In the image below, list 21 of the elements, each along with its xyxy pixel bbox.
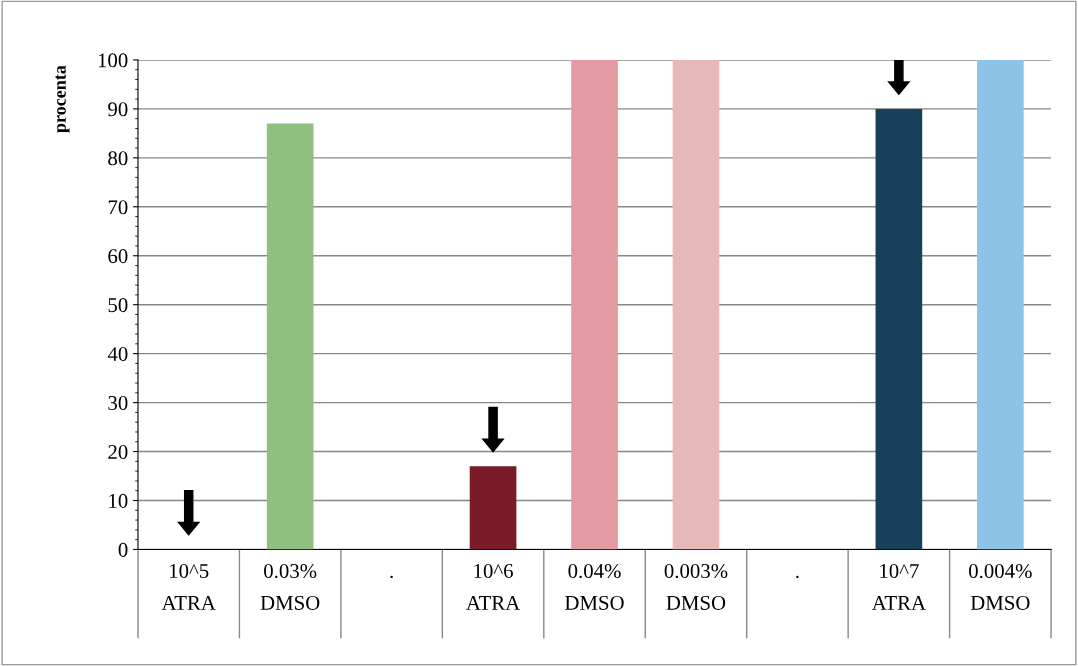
x-tick-label: .	[796, 575, 799, 579]
y-tick-label: 100	[98, 53, 128, 68]
y-tick-label: 10	[109, 493, 128, 508]
x-tick-label: 10^7 ATRA	[871, 563, 926, 610]
y-axis-title: procenta	[55, 65, 70, 133]
y-tick-label: 30	[108, 395, 128, 411]
x-tick-label: 10^6 ATRA	[466, 563, 521, 610]
y-tick-label: 40	[107, 347, 128, 362]
x-tick-label: .	[390, 575, 393, 579]
y-tick-label: 60	[108, 249, 128, 264]
y-tick-label: 80	[108, 151, 128, 166]
x-tick-label: 0.04% DMSO	[565, 563, 624, 610]
x-tick-label: 0.003% DMSO	[664, 563, 728, 610]
y-tick-label: 20	[108, 444, 128, 459]
y-tick-label: 0	[118, 542, 128, 557]
x-tick-label: 0.004% DMSO	[969, 563, 1032, 610]
y-tick-label: 90	[108, 102, 128, 117]
y-tick-label: 70	[108, 200, 128, 215]
x-tick-label: 0.03% DMSO	[260, 563, 320, 610]
y-tick-label: 50	[108, 298, 128, 313]
x-tick-label: 10^5 ATRA	[161, 563, 216, 610]
